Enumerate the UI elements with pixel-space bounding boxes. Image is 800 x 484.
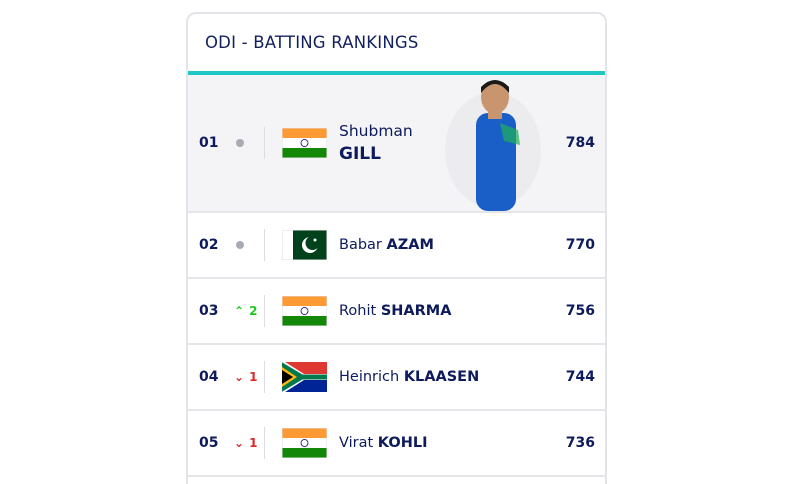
no-change-icon xyxy=(236,139,244,147)
rank-movement xyxy=(234,139,244,147)
rank-change: 1 xyxy=(249,436,258,450)
ranking-row[interactable]: 01 Shubman GILL 784 xyxy=(188,75,605,213)
rank-movement: ⌃ 2 xyxy=(234,304,257,318)
player-first-name: Rohit xyxy=(339,303,377,319)
divider xyxy=(264,361,265,393)
divider xyxy=(264,127,265,159)
ranking-row[interactable]: 04 ⌄ 1 Heinrich KLAASEN 744 xyxy=(188,345,605,411)
rating-points: 736 xyxy=(565,435,595,451)
player-name[interactable]: Babar AZAM xyxy=(339,237,434,253)
rating-points: 784 xyxy=(565,135,595,151)
rankings-card: ODI - BATTING RANKINGS 01 Shubman GILL 784… xyxy=(186,12,607,484)
player-name[interactable]: Rohit SHARMA xyxy=(339,303,451,319)
ranking-row[interactable]: 03 ⌃ 2 Rohit SHARMA 756 xyxy=(188,279,605,345)
player-first-name: Shubman xyxy=(339,122,413,140)
rank-movement xyxy=(234,241,244,249)
rank-number: 05 xyxy=(199,435,219,451)
player-last-name: KLAASEN xyxy=(403,369,480,385)
ranking-row[interactable]: 02 Babar AZAM 770 xyxy=(188,213,605,279)
rank-movement: ⌄ 1 xyxy=(234,436,257,450)
rank-movement: ⌄ 1 xyxy=(234,370,257,384)
rating-points: 756 xyxy=(565,303,595,319)
india-flag-icon xyxy=(281,427,328,459)
rating-points: 770 xyxy=(565,237,595,253)
pakistan-flag-icon xyxy=(281,229,328,261)
ranking-row[interactable]: 05 ⌄ 1 Virat KOHLI 736 xyxy=(188,411,605,477)
rank-number: 02 xyxy=(199,237,219,253)
divider xyxy=(264,427,265,459)
rank-number: 04 xyxy=(199,369,219,385)
player-last-name: GILL xyxy=(339,144,381,164)
chevron-down-icon: ⌄ xyxy=(234,436,245,450)
player-first-name: Babar xyxy=(339,237,382,253)
card-title: ODI - BATTING RANKINGS xyxy=(188,14,605,75)
rating-points: 744 xyxy=(565,369,595,385)
india-flag-icon xyxy=(281,295,328,327)
rank-number: 01 xyxy=(199,135,219,151)
player-last-name: SHARMA xyxy=(380,303,452,319)
rank-change: 1 xyxy=(249,370,258,384)
south-africa-flag-icon xyxy=(280,360,329,394)
player-last-name: AZAM xyxy=(386,237,434,253)
player-name[interactable]: Virat KOHLI xyxy=(339,435,427,451)
player-image xyxy=(438,75,548,211)
no-change-icon xyxy=(236,241,244,249)
player-name[interactable]: Heinrich KLAASEN xyxy=(339,369,479,385)
player-name[interactable]: Shubman GILL xyxy=(339,120,413,166)
player-first-name: Virat xyxy=(339,435,374,451)
chevron-up-icon: ⌃ xyxy=(234,304,245,318)
india-flag-icon xyxy=(281,127,328,159)
chevron-down-icon: ⌄ xyxy=(234,370,245,384)
divider xyxy=(264,295,265,327)
rank-number: 03 xyxy=(199,303,219,319)
player-first-name: Heinrich xyxy=(339,369,400,385)
divider xyxy=(264,229,265,261)
player-last-name: KOHLI xyxy=(377,435,428,451)
rank-change: 2 xyxy=(249,304,258,318)
